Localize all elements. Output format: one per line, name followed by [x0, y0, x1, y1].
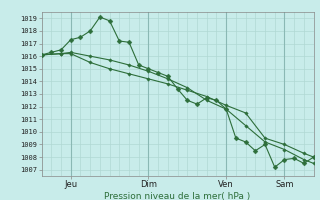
X-axis label: Pression niveau de la mer( hPa ): Pression niveau de la mer( hPa ): [104, 192, 251, 200]
